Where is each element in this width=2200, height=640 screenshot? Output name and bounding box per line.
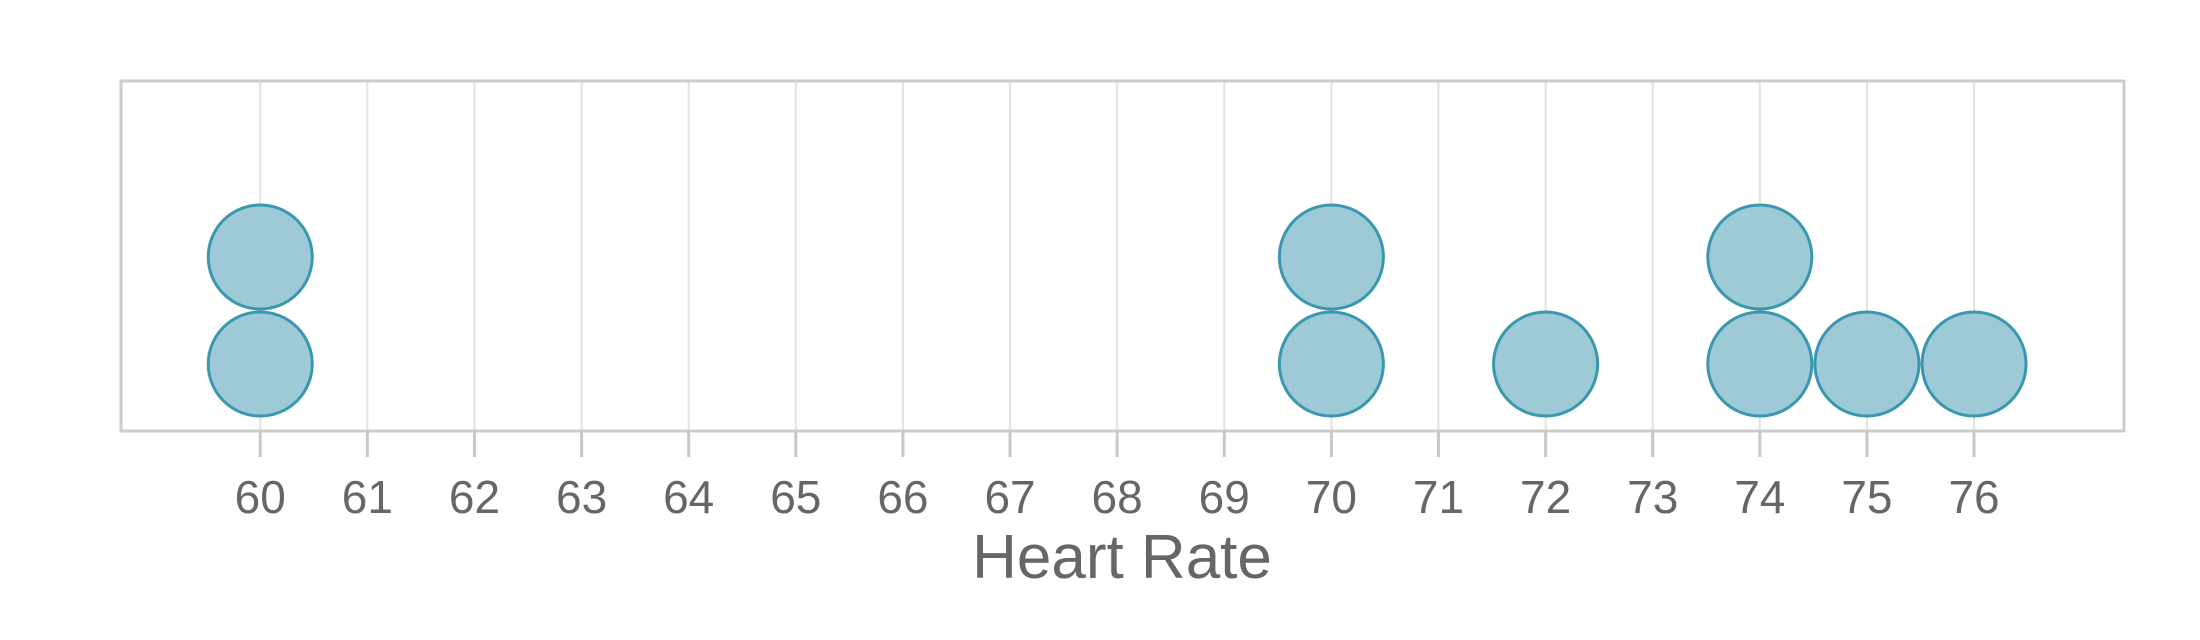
data-point [1920, 310, 2028, 418]
x-tick-label: 73 [1627, 471, 1678, 523]
data-point [1706, 203, 1814, 311]
x-tick-label: 61 [342, 471, 393, 523]
x-tick-label: 74 [1734, 471, 1785, 523]
x-tick-label: 67 [984, 471, 1035, 523]
data-point [1277, 203, 1385, 311]
x-tick-label: 75 [1841, 471, 1892, 523]
x-axis-ticks: 60 61 62 63 64 65 66 67 68 69 70 71 72 73 74 75 76 [235, 431, 2000, 523]
x-tick-label: 65 [770, 471, 821, 523]
data-point [1706, 310, 1814, 418]
x-tick-label: 66 [877, 471, 928, 523]
data-point [206, 310, 314, 418]
data-point [1492, 310, 1600, 418]
x-tick-label: 71 [1413, 471, 1464, 523]
data-point [206, 203, 314, 311]
data-point [1277, 310, 1385, 418]
data-points [206, 203, 2028, 418]
plot-frame [119, 79, 2126, 433]
x-tick-label: 68 [1092, 471, 1143, 523]
x-tick-label: 62 [449, 471, 500, 523]
x-axis-label: Heart Rate [972, 523, 1272, 592]
x-tick-label: 69 [1199, 471, 1250, 523]
data-point [1813, 310, 1921, 418]
x-tick-label: 60 [235, 471, 286, 523]
x-tick-label: 63 [556, 471, 607, 523]
x-tick-label: 76 [1948, 471, 1999, 523]
x-tick-label: 64 [663, 471, 714, 523]
x-tick-label: 72 [1520, 471, 1571, 523]
x-tick-label: 70 [1306, 471, 1357, 523]
